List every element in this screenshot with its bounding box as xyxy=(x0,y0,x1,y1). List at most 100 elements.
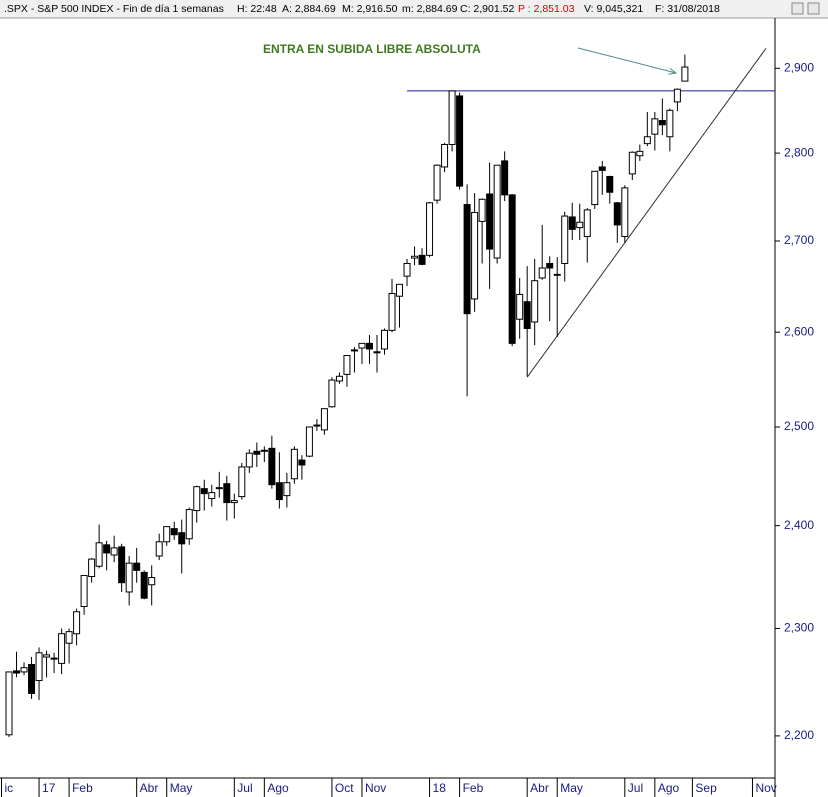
candle-body xyxy=(365,342,373,350)
candle-body xyxy=(651,118,659,135)
header-field: C: 2,901.52 xyxy=(460,3,514,15)
candle-body xyxy=(185,509,193,540)
candle-body xyxy=(350,349,358,352)
candle-body xyxy=(621,187,629,238)
candle-body xyxy=(215,487,223,490)
candle-body xyxy=(516,293,524,320)
candle-body xyxy=(238,466,246,498)
candle-body xyxy=(568,216,576,230)
candle-body xyxy=(163,526,171,543)
candle-body xyxy=(658,120,666,126)
candle-body xyxy=(320,408,328,431)
candle-body xyxy=(260,449,268,452)
header-field: M: 2,916.50 xyxy=(342,3,398,15)
candle-body xyxy=(501,160,509,196)
x-tick-label: Jul xyxy=(628,781,643,795)
y-tick-label: 2,700 xyxy=(784,233,814,247)
candle-body xyxy=(328,379,336,408)
candle-body xyxy=(478,198,486,222)
candle-body xyxy=(223,483,231,504)
candle-body xyxy=(591,170,599,206)
candle-body xyxy=(290,448,298,480)
candle-body xyxy=(230,500,238,504)
candle-body xyxy=(245,452,253,468)
minimize-button[interactable] xyxy=(791,2,804,15)
candle-body xyxy=(396,283,404,297)
y-tick-label: 2,200 xyxy=(784,728,814,742)
x-tick-label: ic xyxy=(5,781,14,795)
candle-body xyxy=(471,212,479,300)
candle-body xyxy=(155,541,163,557)
x-tick-label: Nov xyxy=(755,781,776,795)
candle-body xyxy=(388,292,396,331)
y-tick-label: 2,900 xyxy=(784,60,814,74)
candle-body xyxy=(170,528,178,536)
candle-body xyxy=(531,280,539,323)
candle-body xyxy=(448,90,456,145)
candle-body xyxy=(598,166,606,171)
candle-body xyxy=(20,667,28,673)
x-tick-label: Ago xyxy=(658,781,680,795)
candle-body xyxy=(275,482,283,501)
candle-body xyxy=(508,194,516,344)
header-field: m: 2,884.69 xyxy=(402,3,458,15)
y-tick-label: 2,300 xyxy=(784,621,814,635)
trend-line xyxy=(526,48,767,378)
candle-body xyxy=(253,450,261,455)
x-tick-label: Oct xyxy=(335,781,354,795)
x-tick-label: Feb xyxy=(72,781,93,795)
candle-body xyxy=(418,254,426,265)
candle-body xyxy=(73,611,81,635)
candle-body xyxy=(576,221,584,229)
candle-body xyxy=(110,547,118,556)
candle-body xyxy=(343,355,351,375)
close-button[interactable] xyxy=(807,2,820,15)
y-tick-label: 2,400 xyxy=(784,518,814,532)
candle-body xyxy=(553,273,561,276)
candle-body xyxy=(463,204,471,315)
candle-body xyxy=(561,215,569,264)
header-bar xyxy=(0,0,828,18)
candle-body xyxy=(335,375,343,382)
candle-body xyxy=(43,654,51,658)
candle-body xyxy=(493,164,501,259)
x-tick-label: May xyxy=(560,781,583,795)
candle-body xyxy=(283,482,291,497)
candle-body xyxy=(200,488,208,495)
candle-body xyxy=(643,136,651,145)
candle-body xyxy=(65,631,73,644)
annotation: ENTRA EN SUBIDA LIBRE ABSOLUTA xyxy=(263,42,481,56)
candle-body xyxy=(606,176,614,193)
candle-body xyxy=(666,109,674,138)
candle-body xyxy=(148,577,156,586)
candle-body xyxy=(628,151,636,175)
candle-body xyxy=(403,262,411,277)
candle-body xyxy=(88,558,96,578)
x-tick-label: Feb xyxy=(463,781,484,795)
candle-body xyxy=(50,657,58,660)
candle-body xyxy=(426,202,434,256)
candle-body xyxy=(523,301,531,329)
candle-body xyxy=(125,562,133,593)
candle-body xyxy=(358,342,366,349)
header-field: A: 2,884.69 xyxy=(282,3,336,15)
candle-body xyxy=(133,562,141,571)
header-field: H: 22:48 xyxy=(237,3,277,15)
candle-body xyxy=(673,88,681,103)
x-tick-label: 17 xyxy=(42,781,56,795)
y-tick-label: 2,800 xyxy=(784,145,814,159)
candle-body xyxy=(538,267,546,279)
header-field: V: 9,045,321 xyxy=(584,3,643,15)
y-tick-label: 2,600 xyxy=(784,324,814,338)
candle-body xyxy=(35,652,43,682)
candle-body xyxy=(268,447,276,486)
x-tick-label: Abr xyxy=(530,781,549,795)
x-tick-label: May xyxy=(170,781,193,795)
x-tick-label: 18 xyxy=(433,781,447,795)
candle-body xyxy=(373,351,381,354)
candle-body xyxy=(411,255,419,259)
y-tick-label: 2,500 xyxy=(784,419,814,433)
candle-body xyxy=(140,571,148,599)
candle-body xyxy=(80,574,88,608)
